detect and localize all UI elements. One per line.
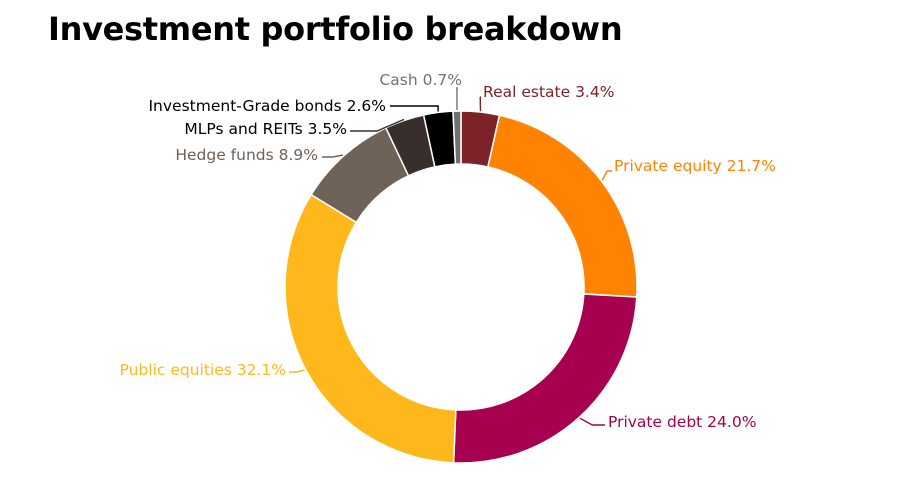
label-hedge-funds: Hedge funds 8.9% bbox=[175, 146, 318, 164]
label-real-estate: Real estate 3.4% bbox=[483, 83, 614, 101]
leader-cash bbox=[456, 87, 458, 111]
slice-cash bbox=[452, 110, 462, 165]
leader-investment-grade-bonds bbox=[390, 105, 439, 112]
label-leader-lines bbox=[289, 87, 612, 426]
donut-slices bbox=[284, 110, 638, 464]
slice-private-equity bbox=[487, 114, 638, 298]
slice-private-debt bbox=[452, 293, 638, 464]
label-private-equity: Private equity 21.7% bbox=[614, 157, 776, 175]
leader-mlps-and-reits bbox=[350, 118, 405, 132]
leader-private-debt bbox=[579, 417, 605, 426]
leader-private-equity bbox=[601, 170, 612, 181]
leader-hedge-funds bbox=[322, 154, 344, 158]
label-public-equities: Public equities 32.1% bbox=[120, 361, 286, 379]
label-cash: Cash 0.7% bbox=[379, 71, 462, 89]
chart-title: Investment portfolio breakdown bbox=[48, 10, 623, 48]
leader-public-equities bbox=[289, 369, 305, 373]
label-investment-grade-bonds: Investment-Grade bonds 2.6% bbox=[148, 97, 386, 115]
slice-labels: Real estate 3.4% Private equity 21.7% Priv… bbox=[120, 71, 776, 431]
label-mlps-and-reits: MLPs and REITs 3.5% bbox=[184, 120, 347, 138]
label-private-debt: Private debt 24.0% bbox=[608, 413, 756, 431]
slice-public-equities bbox=[284, 193, 457, 464]
